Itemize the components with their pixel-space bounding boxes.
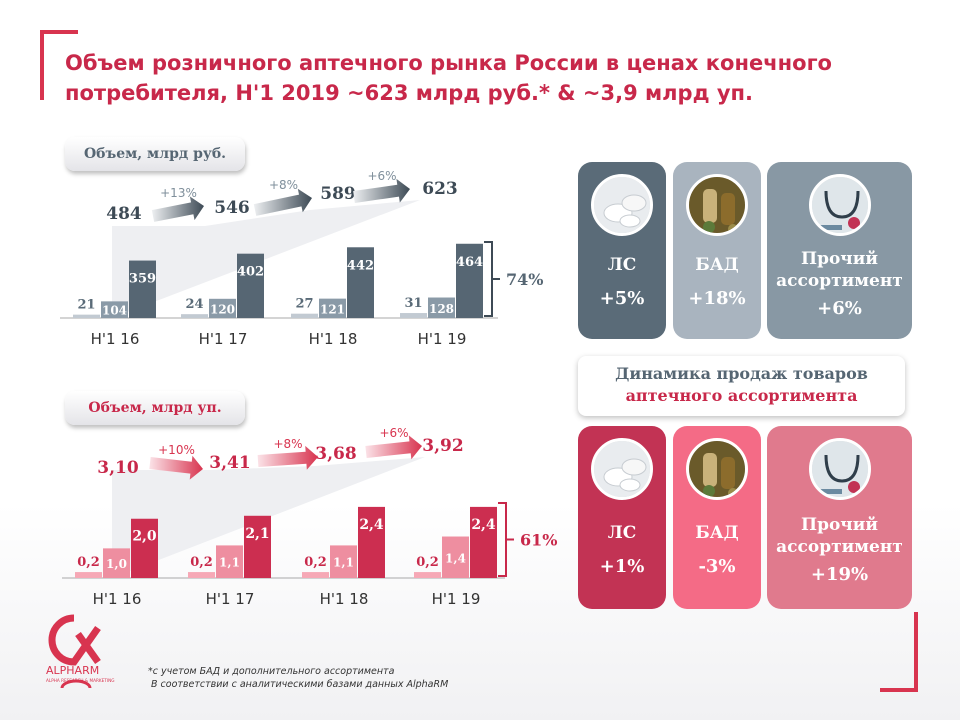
card-label: ЛС <box>607 523 637 543</box>
data-label: 464 <box>456 255 483 270</box>
card-rub-other: Прочий ассортимент +6% <box>767 162 912 339</box>
dynamics-label: Динамика продаж товаров аптечного ассорт… <box>578 356 905 416</box>
bar-2 <box>428 297 455 318</box>
bar-1 <box>291 313 318 318</box>
growth-label: +6% <box>367 169 396 183</box>
card-units-other: Прочий ассортимент +19% <box>767 426 912 609</box>
card-label: БАД <box>695 255 739 275</box>
total-label: 484 <box>106 204 142 224</box>
chart-rub-title-badge: Объем, млрд руб. <box>65 137 245 171</box>
growth-label: +13% <box>160 186 197 200</box>
data-label: 31 <box>404 296 422 311</box>
slide-title: Объем розничного аптечного рынка России … <box>65 51 832 105</box>
x-tick-label: Н'1 16 <box>91 330 140 348</box>
alpharm-logo: ALPHARM ALPHA RESEARCH & MARKETING <box>46 614 114 689</box>
data-label: 120 <box>210 302 235 316</box>
card-value: +6% <box>817 298 862 319</box>
card-rub-ls: ЛС +5% <box>578 162 666 339</box>
card-label: ЛС <box>607 255 637 275</box>
chart-background-area <box>112 200 420 318</box>
share-bracket <box>484 241 493 317</box>
bar-1 <box>73 314 100 318</box>
data-label: 104 <box>102 304 127 318</box>
bar-2 <box>209 298 236 318</box>
x-tick-label: Н'1 18 <box>309 330 358 348</box>
growth-arrow <box>151 196 204 222</box>
card-value: +19% <box>810 564 869 585</box>
data-label: 27 <box>295 297 313 312</box>
bar-3 <box>456 243 483 318</box>
bar-1 <box>181 314 208 318</box>
corner-decoration-top-left <box>40 30 78 100</box>
card-label: Прочий ассортимент <box>776 249 903 291</box>
footnote-line-1: *с учетом БАД и дополнительного ассортим… <box>148 666 395 677</box>
data-label: 24 <box>185 297 203 312</box>
card-units-ls: ЛС +1% <box>578 426 666 609</box>
supplements-photo-icon <box>686 174 748 236</box>
card-label: Прочий ассортимент <box>776 515 903 557</box>
card-label: БАД <box>695 523 739 543</box>
pills-photo-icon <box>591 438 653 500</box>
data-label: 442 <box>347 258 374 273</box>
data-label: 402 <box>237 265 264 280</box>
card-value: -3% <box>698 556 736 577</box>
bar-2 <box>319 298 346 318</box>
bar-3 <box>237 253 264 318</box>
stethoscope-photo-icon <box>808 174 871 236</box>
data-label: 121 <box>320 302 345 316</box>
bar-3 <box>347 247 374 318</box>
bar-1 <box>400 313 427 318</box>
chart-units-title-badge: Объем, млрд уп. <box>65 391 245 425</box>
total-label: 589 <box>320 184 356 204</box>
data-label: 128 <box>429 302 454 316</box>
card-value: +5% <box>599 288 645 309</box>
growth-label: +8% <box>269 178 298 192</box>
logo-name: ALPHARM <box>46 664 99 677</box>
x-tick-label: Н'1 17 <box>199 330 248 348</box>
supplements-photo-icon <box>686 438 748 500</box>
data-label: 359 <box>129 272 156 287</box>
corner-decoration-bottom-right <box>880 612 918 692</box>
x-tick-label: Н'1 19 <box>418 330 467 348</box>
dynamics-line-2: аптечного ассортимента <box>625 386 858 405</box>
footnote-line-2: В соответствии с аналитическими базами д… <box>151 679 449 690</box>
card-rub-bad: БАД +18% <box>673 162 761 339</box>
share-label: 74% <box>506 270 543 289</box>
total-label: 623 <box>422 179 458 199</box>
card-value: +1% <box>599 556 645 577</box>
bar-3 <box>129 260 156 318</box>
stethoscope-photo-icon <box>808 438 871 500</box>
pills-photo-icon <box>591 174 653 236</box>
total-label: 546 <box>214 198 250 218</box>
growth-arrow <box>353 178 410 203</box>
card-units-bad: БАД -3% <box>673 426 761 609</box>
footnote: *с учетом БАД и дополнительного ассортим… <box>148 665 448 691</box>
card-value: +18% <box>688 288 746 309</box>
bar-2 <box>101 301 128 318</box>
growth-arrow <box>253 188 312 216</box>
data-label: 21 <box>77 298 95 313</box>
dynamics-line-1: Динамика продаж товаров <box>615 364 868 383</box>
